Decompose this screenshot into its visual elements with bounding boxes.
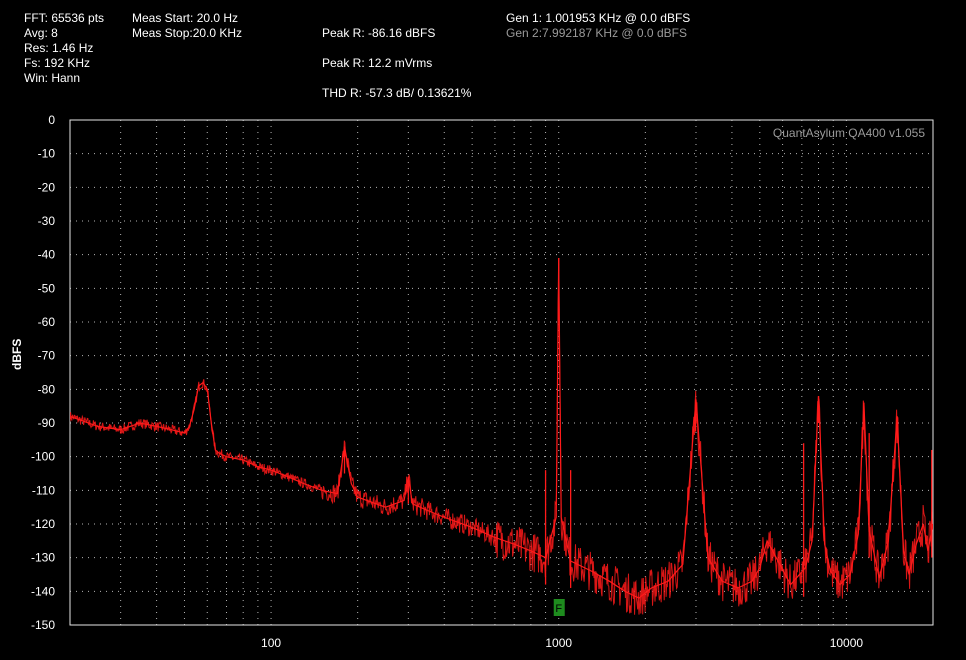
sample-rate-readout: Fs: 192 KHz [24,56,91,70]
frequency-marker-label: F [555,603,562,615]
x-tick-label: 1000 [545,636,572,650]
y-tick-label: -150 [31,618,55,632]
x-tick-label: 10000 [830,636,864,650]
y-tick-label: -20 [38,180,56,194]
y-tick-label: -80 [38,382,56,396]
y-tick-label: -140 [31,584,55,598]
y-tick-label: -70 [38,349,56,363]
peak-dbfs-readout: Peak R: -86.16 dBFS [322,26,436,40]
peak-vrms-readout: Peak R: 12.2 mVrms [322,56,433,70]
y-tick-label: -120 [31,517,55,531]
generator-2-readout: Gen 2:7.992187 KHz @ 0.0 dBFS [506,26,687,40]
y-tick-label: -110 [32,483,55,497]
y-tick-label: -60 [38,315,56,329]
averages-readout: Avg: 8 [24,26,58,40]
thd-readout: THD R: -57.3 dB/ 0.13621% [322,86,472,100]
frequency-marker [553,599,565,616]
resolution-readout: Res: 1.46 Hz [24,41,94,55]
plot-frame [69,119,934,626]
y-tick-label: -50 [38,281,56,295]
y-tick-label: -10 [38,147,56,161]
generator-1-readout: Gen 1: 1.001953 KHz @ 0.0 dBFS [506,11,691,25]
y-tick-label: -90 [38,416,56,430]
y-tick-label: -100 [31,450,55,464]
y-tick-label: -40 [38,248,56,262]
y-tick-label: 0 [48,113,55,127]
x-tick-label: 100 [261,636,281,650]
window-readout: Win: Hann [24,71,81,85]
meas-start-readout: Meas Start: 20.0 Hz [132,11,239,25]
fft-size-readout: FFT: 65536 pts [24,11,105,25]
meas-stop-readout: Meas Stop:20.0 KHz [132,26,243,40]
spectrum-series-line [70,257,933,599]
y-tick-label: -130 [31,551,55,565]
watermark-text: QuantAsylum QA400 v1.055 [773,126,925,140]
y-tick-label: -30 [38,214,56,228]
